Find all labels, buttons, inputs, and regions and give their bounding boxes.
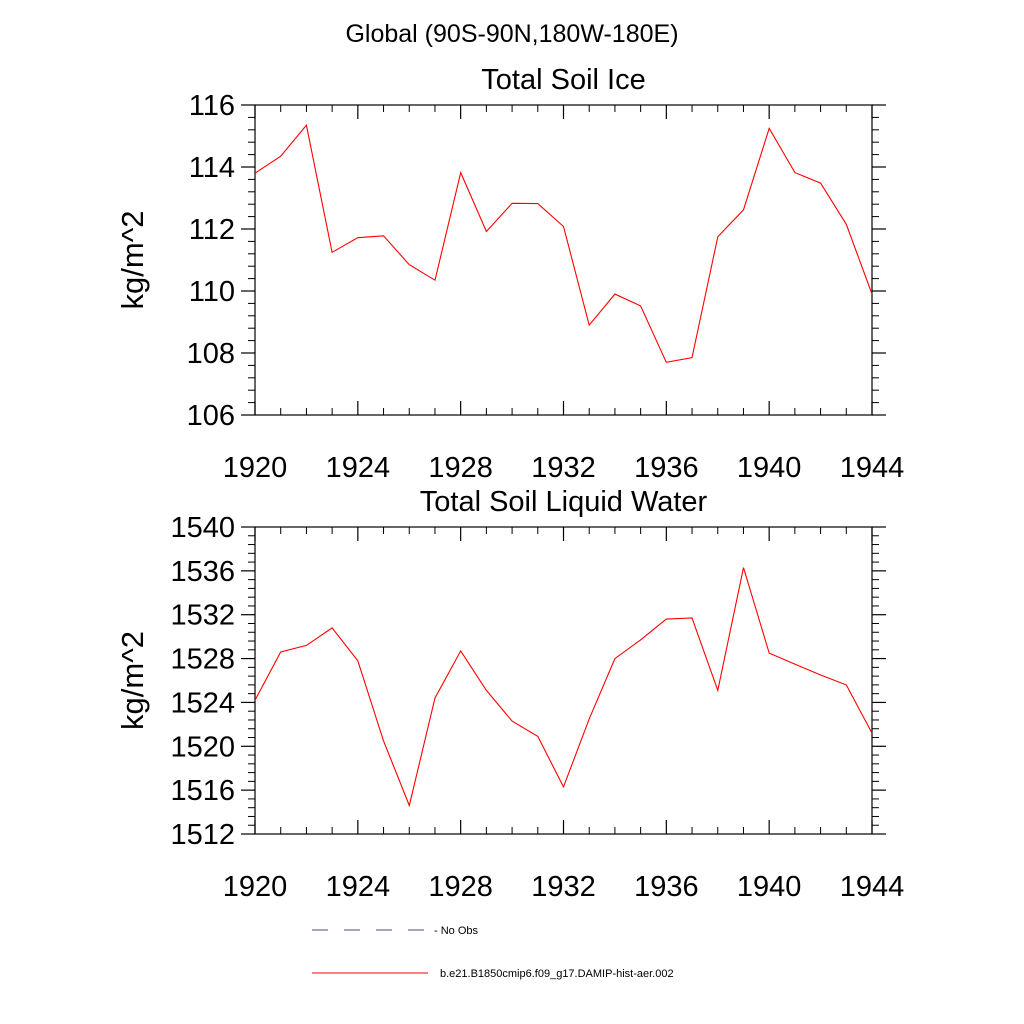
chart-1-title: Total Soil Liquid Water bbox=[420, 486, 708, 518]
chart-1-xtick-label-1936: 1936 bbox=[634, 871, 699, 903]
chart-0-ytick-label-114: 114 bbox=[189, 152, 235, 184]
chart-1-xtick-label-1920: 1920 bbox=[223, 871, 288, 903]
legend-label-0: - No Obs bbox=[434, 925, 479, 937]
chart-0-xtick-label-1944: 1944 bbox=[840, 452, 905, 484]
chart-0-title: Total Soil Ice bbox=[481, 64, 645, 96]
chart-0-series-line-0 bbox=[254, 123, 873, 363]
chart-0-xtick-label-1932: 1932 bbox=[531, 452, 596, 484]
panel-total-soil-ice: Total Soil Ice 1920 1924 1928 1932 1936 1940 19… bbox=[115, 64, 904, 484]
chart-1-ytick-label-1512: 1512 bbox=[170, 819, 235, 851]
chart-1-xtick-label-1940: 1940 bbox=[737, 871, 802, 903]
figure-main-title: Global (90S-90N,180W-180E) bbox=[345, 20, 678, 48]
chart-0-xtick-label-1936: 1936 bbox=[634, 452, 699, 484]
chart-1-ytick-label-1524: 1524 bbox=[170, 687, 235, 719]
chart-1-ylabel: kg/m^2 bbox=[115, 631, 150, 730]
chart-0-plot-frame bbox=[254, 104, 873, 416]
chart-1-ytick-label-1520: 1520 bbox=[170, 731, 235, 763]
chart-1-ytick-label-1516: 1516 bbox=[170, 775, 235, 807]
legend: - No Obs b.e21.B1850cmip6.f09_g17.DAMIP-h… bbox=[312, 925, 674, 980]
chart-0-ytick-label-108: 108 bbox=[187, 338, 235, 370]
chart-1-series-line-0 bbox=[254, 567, 873, 808]
chart-0-ytick-label-106: 106 bbox=[187, 400, 235, 432]
chart-0-xtick-label-1940: 1940 bbox=[737, 452, 802, 484]
chart-0-ylabel: kg/m^2 bbox=[115, 211, 150, 310]
chart-1-ytick-label-1528: 1528 bbox=[170, 644, 235, 676]
chart-1-ytick-label-1536: 1536 bbox=[170, 556, 235, 588]
chart-0-ytick-label-112: 112 bbox=[189, 214, 235, 246]
chart-1-xtick-label-1932: 1932 bbox=[531, 871, 596, 903]
chart-1-xtick-label-1924: 1924 bbox=[326, 871, 391, 903]
chart-0-xtick-label-1928: 1928 bbox=[428, 452, 493, 484]
chart-0-xtick-label-1920: 1920 bbox=[223, 452, 288, 484]
chart-1-ytick-label-1540: 1540 bbox=[170, 512, 235, 544]
legend-label-1: b.e21.B1850cmip6.f09_g17.DAMIP-hist-aer.… bbox=[440, 968, 674, 980]
chart-0-ytick-label-116: 116 bbox=[189, 90, 235, 122]
chart-1-ytick-label-1532: 1532 bbox=[170, 600, 235, 632]
chart-1-xtick-label-1928: 1928 bbox=[428, 871, 493, 903]
chart-0-ytick-label-110: 110 bbox=[189, 276, 235, 308]
chart-0-xtick-label-1924: 1924 bbox=[326, 452, 391, 484]
panel-total-soil-liquid-water: Total Soil Liquid Water 1920 1924 1928 1932 1… bbox=[115, 486, 904, 903]
chart-1-xtick-label-1944: 1944 bbox=[840, 871, 905, 903]
